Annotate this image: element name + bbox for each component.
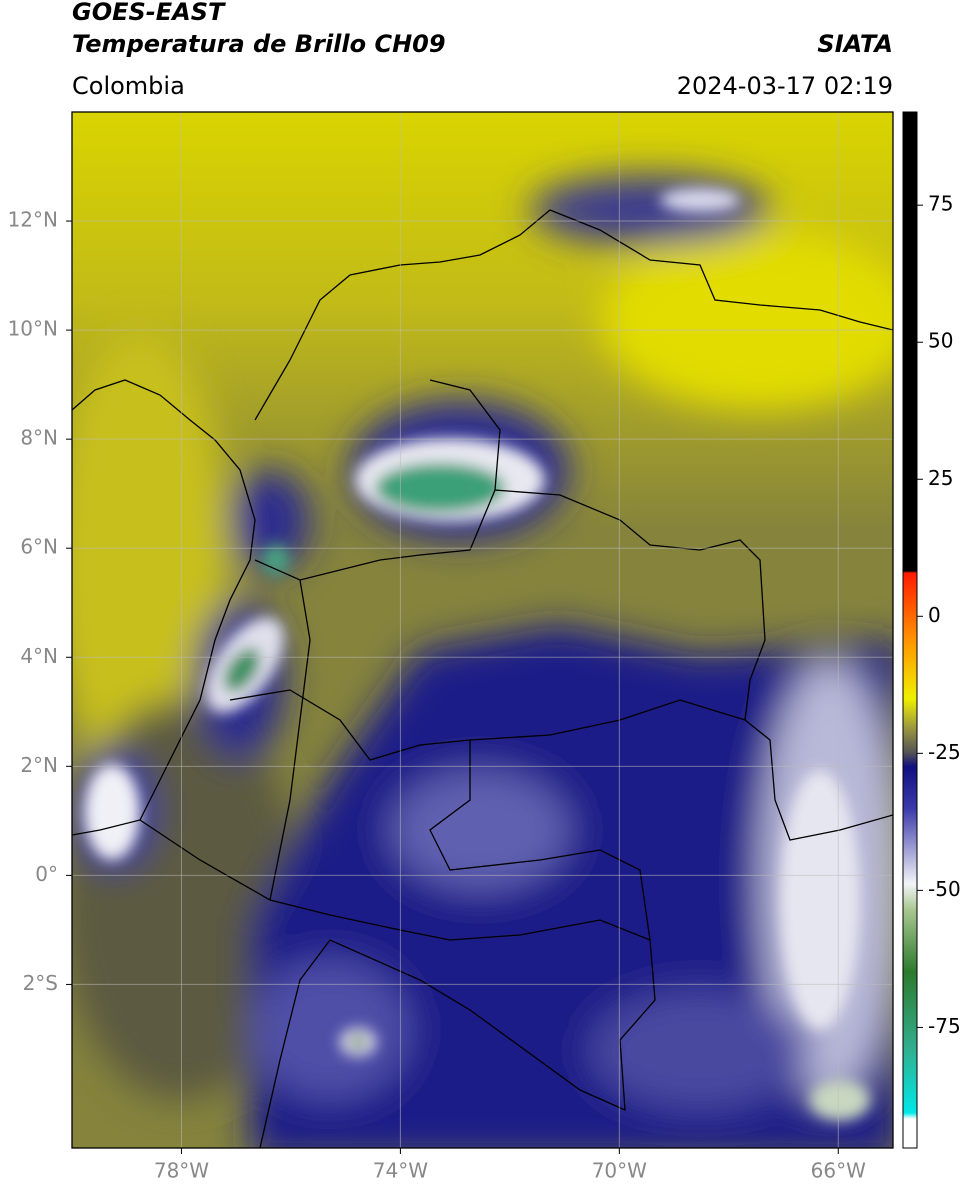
x-tick-label: 74°W — [373, 1159, 428, 1183]
colorbar-tick-label: 25 — [928, 466, 953, 490]
y-tick-label: 10°N — [8, 317, 58, 341]
y-tick-label: 6°N — [20, 535, 58, 559]
colorbar — [902, 111, 918, 1149]
x-tick-label: 70°W — [592, 1159, 647, 1183]
region: Colombia — [72, 72, 185, 100]
subtitle: Temperatura de Brillo CH09 — [72, 30, 446, 58]
map-frame — [71, 111, 894, 1149]
y-tick-label: 0° — [35, 862, 58, 886]
satellite-image — [72, 112, 893, 1148]
datetime: 2024-03-17 02:19 — [677, 72, 893, 100]
colorbar-tick-label: -25 — [928, 740, 961, 764]
y-tick-label: 2°S — [23, 971, 58, 995]
colorbar-tick-label: 75 — [928, 192, 953, 216]
y-tick-label: 2°N — [20, 753, 58, 777]
y-tick-label: 12°N — [8, 208, 58, 232]
x-tick-label: 78°W — [154, 1159, 209, 1183]
x-tick-label: 66°W — [811, 1159, 866, 1183]
colorbar-tick-label: -75 — [928, 1014, 961, 1038]
source: SIATA — [817, 30, 893, 58]
y-tick-label: 8°N — [20, 426, 58, 450]
colorbar-tick-label: 0 — [928, 603, 941, 627]
title: GOES-EAST — [72, 0, 226, 26]
colorbar-tick-label: 50 — [928, 329, 953, 353]
y-tick-label: 4°N — [20, 644, 58, 668]
grid — [72, 112, 893, 1148]
colorbar-tick-label: -50 — [928, 877, 961, 901]
